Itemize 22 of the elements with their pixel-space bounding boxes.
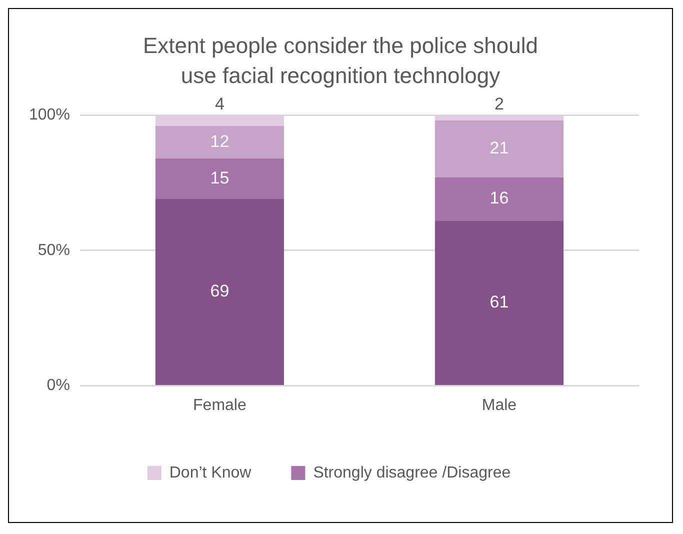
data-label: 2 [494,94,504,114]
bar [155,198,284,386]
data-label: 21 [490,138,509,158]
data-label: 15 [210,168,230,188]
data-label: 16 [490,188,509,208]
legend-label: Don’t Know [169,464,252,482]
x-tick-label: Male [482,396,517,414]
data-label: 12 [210,132,230,151]
legend-label: Strongly disagree /Disagree [313,464,511,482]
bar [155,158,284,199]
data-label: 4 [214,94,224,114]
y-tick-label: 0% [46,377,70,394]
bar [434,120,564,178]
bar [155,126,284,158]
bar [434,177,564,221]
data-label: 61 [490,292,509,312]
y-tick-label: 50% [38,242,70,259]
chart-title: Extent people consider the police should use facial recognition technology [142,32,540,90]
data-label: 69 [210,282,230,301]
x-tick-label: Female [193,396,246,414]
y-tick-label: 100% [29,106,70,124]
bar [434,220,564,386]
